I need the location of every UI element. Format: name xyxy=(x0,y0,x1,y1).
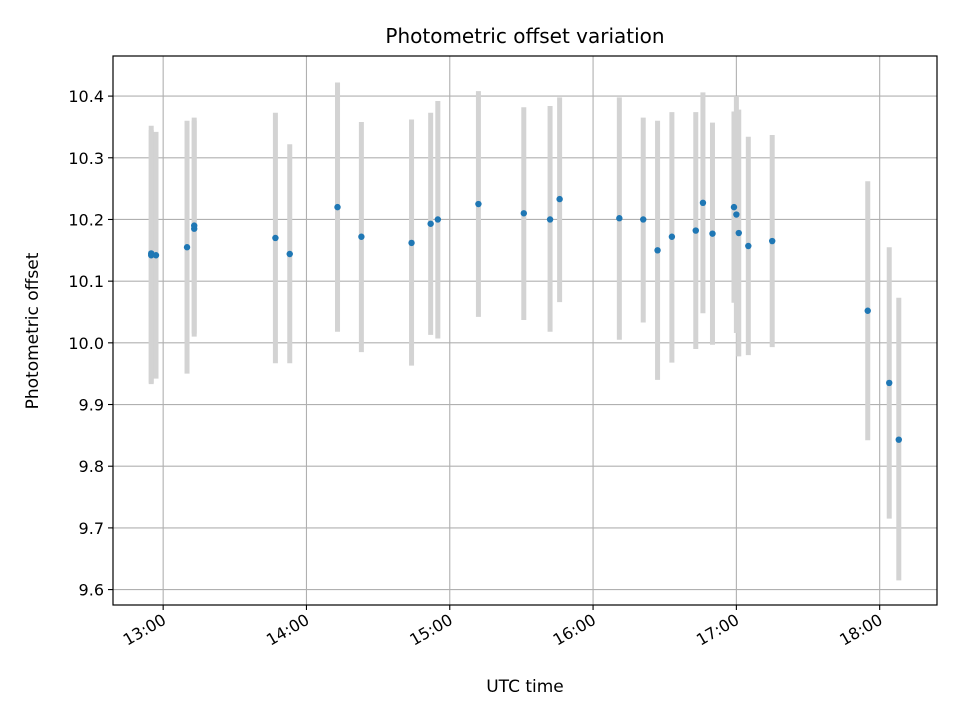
y-axis: 9.6 9.7 9.8 9.9 10.0 10.1 10.2 10.3 10.4 xyxy=(68,87,113,600)
chart-title: Photometric offset variation xyxy=(385,24,664,48)
data-point xyxy=(286,250,293,258)
point-layer xyxy=(148,195,902,443)
data-point xyxy=(895,436,902,443)
data-point xyxy=(709,230,716,237)
data-point xyxy=(864,307,871,314)
y-tick-label: 10.4 xyxy=(68,87,104,106)
data-point xyxy=(886,379,893,387)
data-point xyxy=(152,252,160,259)
data-point xyxy=(334,203,341,211)
y-tick-label: 9.9 xyxy=(79,396,104,415)
y-tick-label: 9.6 xyxy=(79,581,104,600)
data-point xyxy=(183,244,191,251)
data-point xyxy=(408,239,415,247)
data-point xyxy=(699,199,707,207)
data-point xyxy=(546,216,554,223)
data-point xyxy=(434,216,442,223)
data-point xyxy=(272,234,279,242)
y-tick-label: 10.2 xyxy=(68,210,104,229)
data-point xyxy=(745,242,752,250)
data-point xyxy=(769,237,776,245)
data-point xyxy=(735,229,742,237)
data-point xyxy=(427,220,434,227)
y-tick-label: 9.7 xyxy=(79,519,104,538)
data-point xyxy=(730,203,738,211)
y-tick-label: 10.3 xyxy=(68,149,104,168)
y-tick-label: 9.8 xyxy=(79,457,104,476)
data-point xyxy=(654,247,661,254)
data-point xyxy=(733,211,740,218)
data-point xyxy=(616,215,623,222)
data-point xyxy=(191,222,198,229)
data-point xyxy=(640,216,647,223)
y-tick-label: 10.1 xyxy=(68,272,104,291)
data-point xyxy=(668,233,676,240)
y-axis-label: Photometric offset xyxy=(23,252,43,409)
data-point xyxy=(692,227,699,234)
data-point xyxy=(358,233,365,240)
y-tick-label: 10.0 xyxy=(68,334,104,353)
data-point xyxy=(520,210,528,217)
data-point xyxy=(556,195,563,203)
x-axis-label: UTC time xyxy=(486,677,564,697)
data-point xyxy=(475,200,482,208)
plot-frame xyxy=(112,55,938,606)
